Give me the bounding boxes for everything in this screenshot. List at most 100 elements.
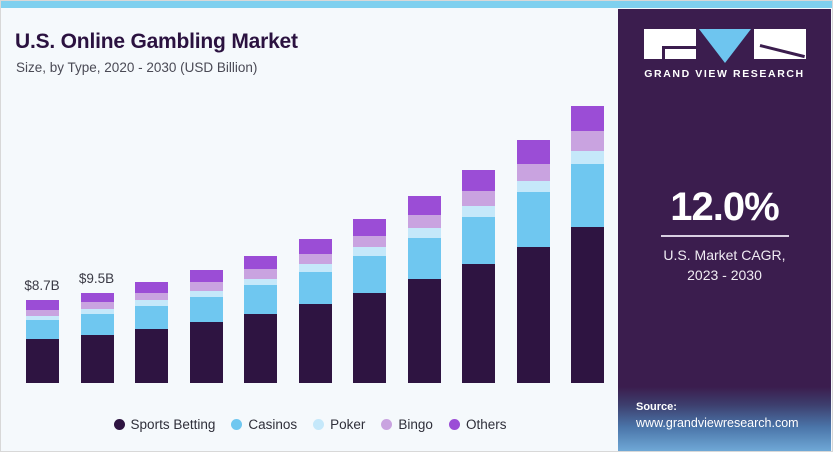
bar-segment-others <box>244 255 277 269</box>
legend-swatch-icon <box>448 419 460 430</box>
bar-value-label-2020: $8.7B <box>24 278 60 294</box>
logo-wordmark: GRAND VIEW RESEARCH <box>644 68 805 80</box>
bar-segment-others <box>353 218 386 236</box>
legend-item-bingo[interactable]: Bingo <box>381 417 433 432</box>
bar-2023[interactable] <box>189 269 223 383</box>
bar-segment-bingo <box>516 163 550 181</box>
bar-segment-sports-betting <box>571 227 604 383</box>
bar-segment-poker <box>407 228 441 238</box>
bar-segment-poker <box>462 206 495 217</box>
logo-v-triangle-icon <box>698 29 751 63</box>
bar-segment-sports-betting <box>26 339 59 383</box>
bar-2027[interactable] <box>407 195 441 383</box>
bar-segment-bingo <box>189 282 223 291</box>
legend-swatch-icon <box>113 419 125 430</box>
bar-2030[interactable] <box>571 105 604 383</box>
legend-swatch-icon <box>231 419 243 430</box>
chart-panel: U.S. Online Gambling Market Size, by Typ… <box>1 8 619 451</box>
bar-segment-poker <box>516 180 550 193</box>
stacked-bar-chart: $8.7B2020$9.5B20212022202320242025202620… <box>1 88 619 388</box>
bar-segment-others <box>516 139 550 164</box>
bar-segment-bingo <box>571 131 604 152</box>
bar-segment-casinos <box>407 237 441 280</box>
bar-segment-casinos <box>462 216 495 265</box>
page-title: U.S. Online Gambling Market <box>15 30 298 53</box>
bar-segment-bingo <box>80 302 114 309</box>
bar-segment-casinos <box>244 285 277 314</box>
bar-2024[interactable] <box>244 255 277 383</box>
bar-2028[interactable] <box>462 170 495 383</box>
bar-segment-poker <box>571 151 604 164</box>
legend-label: Bingo <box>398 417 433 432</box>
bar-segment-poker <box>135 300 168 307</box>
chart-legend: Sports Betting Casinos Poker Bingo Others <box>1 417 619 432</box>
legend-label: Sports Betting <box>130 417 216 432</box>
bar-2026[interactable] <box>353 218 386 383</box>
bar-segment-others <box>26 300 59 310</box>
logo-r-icon <box>753 29 806 59</box>
bar-segment-others <box>135 282 168 293</box>
legend-item-others[interactable]: Others <box>448 417 507 432</box>
legend-swatch-icon <box>313 419 325 430</box>
bar-2025[interactable] <box>298 238 332 383</box>
grand-view-research-logo: GRAND VIEW RESEARCH <box>618 29 831 80</box>
bar-value-label-2021: $9.5B <box>78 270 115 286</box>
bar-segment-bingo <box>298 253 332 265</box>
cagr-block: 12.0% U.S. Market CAGR, 2023 - 2030 <box>618 185 831 285</box>
bar-segment-sports-betting <box>244 313 277 383</box>
top-accent-bar <box>1 1 832 8</box>
page-subtitle: Size, by Type, 2020 - 2030 (USD Billion) <box>16 60 258 75</box>
bar-2020[interactable] <box>26 300 59 383</box>
bar-segment-bingo <box>462 191 495 207</box>
logo-g-icon <box>643 29 696 59</box>
bar-segment-casinos <box>135 306 168 329</box>
bar-segment-casinos <box>516 192 550 248</box>
side-panel: GRAND VIEW RESEARCH 12.0% U.S. Market CA… <box>618 9 831 451</box>
bar-segment-poker <box>26 315 59 321</box>
legend-item-sports-betting[interactable]: Sports Betting <box>113 417 216 432</box>
bar-segment-bingo <box>353 235 386 248</box>
bar-segment-others <box>462 170 495 192</box>
cagr-caption-line2: 2023 - 2030 <box>687 267 762 283</box>
bar-segment-others <box>189 269 223 283</box>
bar-segment-poker <box>298 264 332 272</box>
legend-label: Others <box>465 417 507 432</box>
bar-segment-others <box>571 105 604 132</box>
source-label: Source: <box>636 401 677 413</box>
bar-2021[interactable] <box>80 292 114 383</box>
cagr-caption-line1: U.S. Market CAGR, <box>663 247 786 263</box>
legend-swatch-icon <box>381 419 393 430</box>
bar-segment-casinos <box>571 163 604 228</box>
source-url[interactable]: www.grandviewresearch.com <box>636 416 799 430</box>
bar-segment-others <box>298 238 332 254</box>
bar-segment-poker <box>244 278 277 286</box>
bar-segment-sports-betting <box>298 304 332 383</box>
bar-segment-others <box>80 292 114 303</box>
cagr-value: 12.0% <box>670 185 779 229</box>
bar-segment-casinos <box>80 313 114 335</box>
legend-label: Casinos <box>248 417 298 432</box>
bar-2022[interactable] <box>135 282 168 383</box>
bar-segment-bingo <box>26 309 59 316</box>
cagr-divider <box>660 235 789 237</box>
source-block: Source: www.grandviewresearch.com <box>618 387 831 451</box>
bar-segment-bingo <box>135 292 168 301</box>
gvr-logo-mark <box>643 29 806 63</box>
bar-segment-casinos <box>189 296 223 323</box>
bar-segment-poker <box>353 247 386 256</box>
legend-label: Poker <box>330 417 366 432</box>
legend-item-casinos[interactable]: Casinos <box>231 417 297 432</box>
bar-segment-casinos <box>298 271 332 305</box>
bar-2029[interactable] <box>516 139 550 383</box>
legend-item-poker[interactable]: Poker <box>313 417 365 432</box>
bar-segment-casinos <box>353 255 386 293</box>
bar-segment-sports-betting <box>135 328 168 383</box>
bar-segment-casinos <box>26 320 59 340</box>
bar-segment-sports-betting <box>407 279 441 383</box>
bar-segment-bingo <box>244 269 277 279</box>
bar-segment-poker <box>189 290 223 297</box>
bar-segment-bingo <box>407 214 441 229</box>
bar-segment-sports-betting <box>353 292 386 383</box>
bar-segment-poker <box>80 308 114 314</box>
